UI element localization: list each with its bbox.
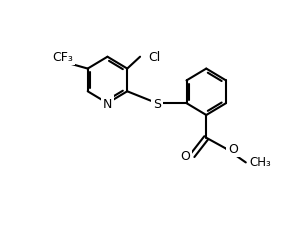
Text: Cl: Cl <box>148 51 160 64</box>
Text: O: O <box>228 143 238 155</box>
Text: CF₃: CF₃ <box>53 51 74 64</box>
Text: N: N <box>103 97 112 110</box>
Text: S: S <box>153 97 161 110</box>
Text: O: O <box>180 149 190 162</box>
Text: CH₃: CH₃ <box>250 155 272 168</box>
